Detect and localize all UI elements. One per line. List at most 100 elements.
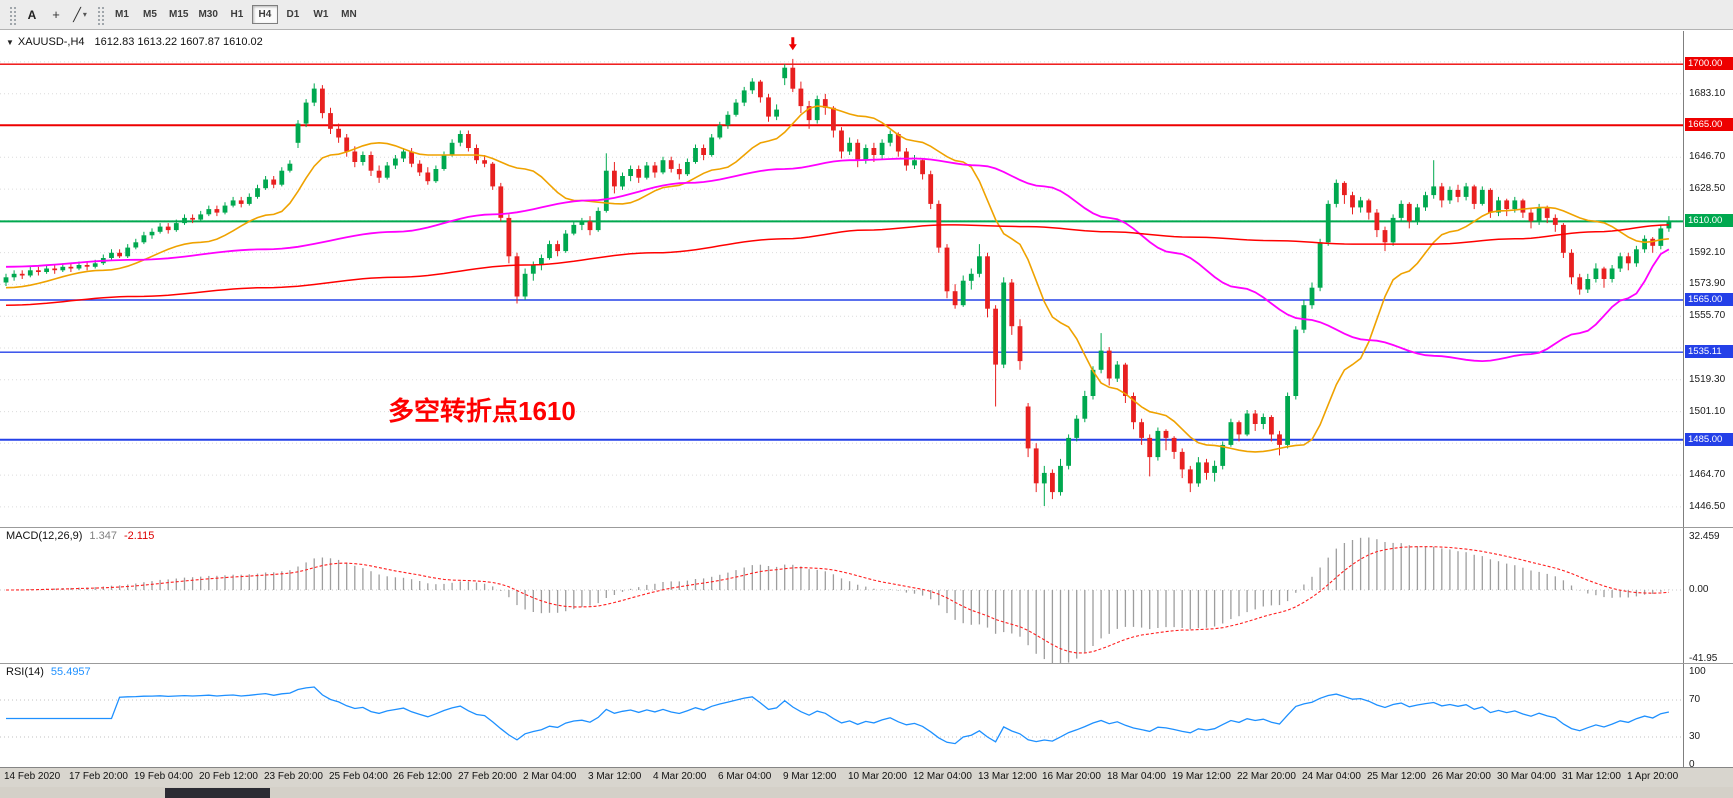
timeframe-button-d1[interactable]: D1 (280, 5, 306, 24)
candle-body (482, 160, 487, 164)
time-label: 25 Feb 04:00 (329, 771, 388, 782)
candle-body (968, 273, 974, 281)
candle-body (676, 169, 682, 175)
candle-body (1309, 287, 1315, 306)
price-chart-canvas[interactable] (0, 31, 1683, 527)
candle-body (1358, 200, 1363, 208)
candle-body (944, 247, 950, 292)
candle-body (1106, 350, 1112, 379)
candle-body (701, 148, 706, 155)
bottom-strip (0, 787, 1733, 798)
candle-body (1171, 437, 1177, 452)
candle-body (912, 160, 917, 166)
candle-body (628, 169, 633, 176)
macd-pane-separator[interactable] (0, 527, 1733, 528)
candle-body (1244, 413, 1250, 435)
candle-body (571, 224, 577, 234)
candle-body (173, 223, 179, 231)
candle-body (1187, 469, 1193, 484)
rsi-pane[interactable]: RSI(14) 55.4957 100 70 30 0 (0, 663, 1733, 770)
candle-body (725, 114, 731, 126)
candle-body (790, 67, 796, 89)
timeframe-button-h1[interactable]: H1 (224, 5, 250, 24)
timeframe-button-mn[interactable]: MN (336, 5, 362, 24)
candle-body (1252, 413, 1258, 424)
candle-body (441, 155, 447, 169)
candle-body (1528, 212, 1534, 222)
toolbar-grip[interactable] (8, 4, 16, 25)
timeframe-toolbar-grip[interactable] (96, 4, 104, 25)
candle-body (766, 97, 771, 117)
rsi-pane-separator[interactable] (0, 663, 1733, 664)
macd-pane[interactable]: MACD(12,26,9) 1.347 -2.115 32.459 0.00 -41.9… (0, 527, 1733, 664)
candle-body (782, 67, 788, 79)
time-label: 22 Mar 20:00 (1237, 771, 1296, 782)
candle-body (1463, 186, 1469, 197)
candle-body (758, 81, 763, 98)
candle-body (1642, 238, 1647, 250)
candle-body (1212, 465, 1217, 473)
candle-body (1058, 465, 1063, 493)
candle-body (457, 134, 463, 143)
candle-body (206, 209, 212, 215)
candle-body (311, 88, 317, 103)
price-tick-label: 1683.10 (1689, 88, 1726, 99)
candle-body (1204, 462, 1209, 473)
candle-body (1431, 186, 1437, 196)
time-label: 9 Mar 12:00 (783, 771, 837, 782)
candle-body (831, 107, 836, 131)
candle-body (652, 165, 658, 173)
candle-body (1593, 268, 1599, 279)
time-label: 19 Mar 12:00 (1172, 771, 1231, 782)
chart-annotation-text[interactable]: 多空转折点1610 (388, 396, 576, 426)
price-tick-label: 1464.70 (1689, 469, 1726, 480)
candle-body (1601, 268, 1607, 279)
candle-body (198, 214, 204, 220)
macd-tick-label: -41.95 (1689, 653, 1718, 664)
candle-body (287, 163, 293, 171)
candle-body (1082, 396, 1088, 419)
text-tool-button[interactable]: A (20, 4, 44, 26)
rsi-value: 55.4957 (50, 666, 91, 678)
candle-body (409, 151, 414, 164)
macd-signal-line (6, 546, 1669, 654)
price-line-badge: 1665.00 (1685, 118, 1733, 131)
macd-name: MACD(12,26,9) (6, 530, 83, 542)
candle-body (3, 277, 9, 283)
candle-body (620, 176, 625, 187)
timeframe-button-m15[interactable]: M15 (165, 5, 192, 24)
candle-body (1236, 422, 1242, 435)
timeframe-button-h4[interactable]: H4 (251, 5, 278, 24)
candle-body (1390, 217, 1396, 243)
timeframe-button-m5[interactable]: M5 (137, 5, 163, 24)
candle-body (27, 270, 33, 276)
candle-body (1342, 182, 1347, 196)
line-studies-dropdown-button[interactable]: ╱ ▾ (68, 4, 92, 26)
time-axis[interactable]: 14 Feb 2020 17 Feb 20:00 19 Feb 04:00 20 Fe… (0, 767, 1733, 787)
candle-body (822, 99, 828, 108)
candle-body (1114, 364, 1120, 379)
candle-body (1269, 417, 1274, 435)
candle-body (1512, 200, 1518, 210)
candle-body (741, 90, 747, 103)
candle-body (44, 268, 49, 272)
candle-body (1439, 186, 1445, 201)
candle-body (320, 88, 325, 114)
crosshair-tool-button[interactable]: + (44, 4, 68, 26)
candle-body (1471, 186, 1477, 204)
timeframe-button-m30[interactable]: M30 (194, 5, 221, 24)
one-click-trading-toggle-icon[interactable]: ▼ (6, 38, 14, 47)
timeframe-button-m1[interactable]: M1 (109, 5, 135, 24)
candle-body (1123, 364, 1128, 396)
timeframe-button-w1[interactable]: W1 (308, 5, 334, 24)
main-price-axis[interactable]: 1683.10 1646.70 1628.50 1592.10 1573.90 1555.… (1683, 31, 1733, 527)
macd-axis: 32.459 0.00 -41.95 (1683, 527, 1733, 664)
time-label: 17 Feb 20:00 (69, 771, 128, 782)
candle-body (474, 148, 479, 161)
candle-body (798, 88, 804, 107)
main-chart-pane[interactable]: ▼ XAUUSD-,H4 1612.83 1613.22 1607.87 1610.… (0, 31, 1733, 527)
time-label: 30 Mar 04:00 (1497, 771, 1556, 782)
candle-body (530, 265, 536, 274)
candle-body (1374, 212, 1380, 231)
chart-ohlc-values: 1612.83 1613.22 1607.87 1610.02 (94, 36, 263, 48)
